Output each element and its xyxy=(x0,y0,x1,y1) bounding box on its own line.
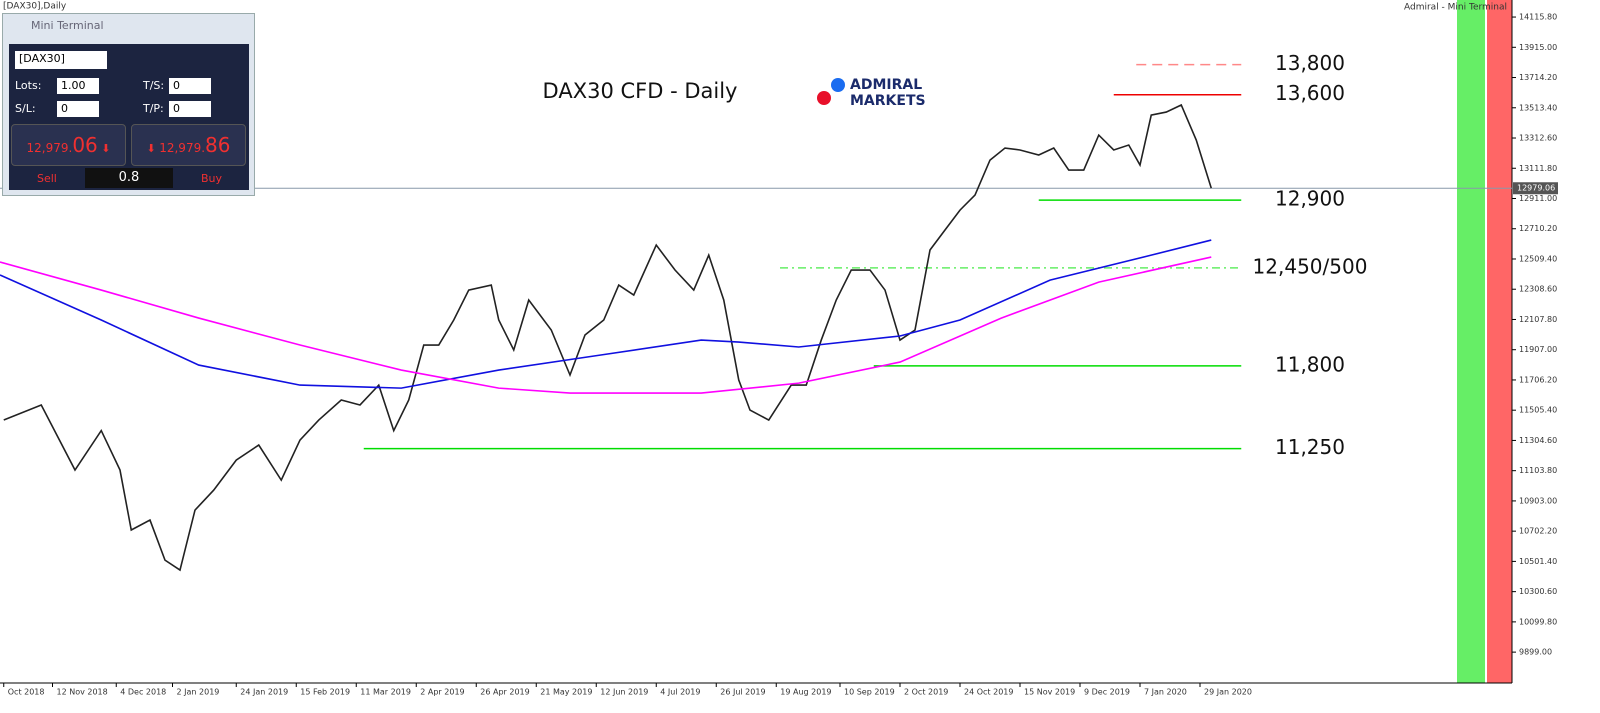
y-tick-label: 12911.00 xyxy=(1519,194,1557,203)
level-label: 12,450/500 xyxy=(1253,254,1368,278)
window-caption: [DAX30],Daily xyxy=(3,2,67,12)
y-tick-label: 13111.80 xyxy=(1519,164,1557,173)
x-tick-label: 9 Dec 2019 xyxy=(1084,688,1130,697)
signal-bar-green xyxy=(1457,0,1485,683)
chart-title: DAX30 CFD - Daily xyxy=(543,79,738,103)
x-tick-label: 26 Jul 2019 xyxy=(720,688,765,697)
sl-label: S/L: xyxy=(15,102,36,115)
ts-input[interactable]: 0 xyxy=(169,78,211,94)
y-tick-label: 10702.20 xyxy=(1519,527,1557,536)
x-tick-label: 10 Sep 2019 xyxy=(844,688,895,697)
sell-button[interactable]: 12,979.06 ⬇ xyxy=(11,124,126,166)
y-tick-label: 11103.80 xyxy=(1519,466,1557,475)
x-tick-label: Oct 2018 xyxy=(8,688,45,697)
lots-input[interactable]: 1.00 xyxy=(57,78,99,94)
y-tick-label: 10501.40 xyxy=(1519,557,1557,566)
x-tick-label: 15 Nov 2019 xyxy=(1024,688,1075,697)
level-label: 11,250 xyxy=(1275,435,1345,459)
series-line xyxy=(0,239,1212,389)
x-tick-label: 26 Apr 2019 xyxy=(480,688,529,697)
y-tick-label: 14115.80 xyxy=(1519,13,1557,22)
x-tick-label: 24 Jan 2019 xyxy=(240,688,288,697)
x-tick-label: 19 Aug 2019 xyxy=(780,688,831,697)
current-price-label: 12979.06 xyxy=(1517,184,1555,193)
series-line xyxy=(3,103,1213,572)
sell-pips: 06 xyxy=(72,133,98,157)
ts-label: T/S: xyxy=(143,79,165,92)
mini-terminal: Mini Terminal [DAX30] Lots: 1.00 T/S: 0 … xyxy=(2,13,255,196)
sell-label[interactable]: Sell xyxy=(37,172,57,185)
y-tick-label: 13312.60 xyxy=(1519,134,1557,143)
level-label: 13,800 xyxy=(1275,51,1345,75)
y-tick-label: 11505.40 xyxy=(1519,406,1557,415)
buy-button[interactable]: ⬇ 12,979.86 xyxy=(131,124,246,166)
y-tick-label: 11706.20 xyxy=(1519,375,1557,384)
y-tick-label: 11907.00 xyxy=(1519,345,1557,354)
sell-price: 12,979. xyxy=(26,141,73,155)
logo-text: MARKETS xyxy=(850,93,926,109)
x-tick-label: 24 Oct 2019 xyxy=(964,688,1013,697)
x-tick-label: 2 Jan 2019 xyxy=(177,688,220,697)
buy-price: 12,979. xyxy=(159,141,206,155)
spread: 0.8 xyxy=(85,168,173,188)
y-tick-label: 11304.60 xyxy=(1519,436,1557,445)
x-tick-label: 15 Feb 2019 xyxy=(300,688,350,697)
x-tick-label: 2 Apr 2019 xyxy=(420,688,464,697)
y-tick-label: 13915.00 xyxy=(1519,43,1557,52)
y-tick-label: 13513.40 xyxy=(1519,103,1557,112)
x-tick-label: 2 Oct 2019 xyxy=(904,688,948,697)
tp-label: T/P: xyxy=(143,102,164,115)
logo-text: ADMIRAL xyxy=(850,77,922,93)
x-tick-label: 21 May 2019 xyxy=(540,688,592,697)
series-line xyxy=(0,256,1212,394)
mini-terminal-body: [DAX30] Lots: 1.00 T/S: 0 S/L: 0 T/P: 0 … xyxy=(9,44,249,190)
mini-terminal-title: Mini Terminal xyxy=(31,19,104,32)
symbol-select[interactable]: [DAX30] xyxy=(15,51,107,69)
y-tick-label: 12509.40 xyxy=(1519,254,1557,263)
y-tick-label: 10903.00 xyxy=(1519,496,1557,505)
signal-bar-red xyxy=(1487,0,1512,683)
sl-input[interactable]: 0 xyxy=(57,101,99,117)
y-tick-label: 13714.20 xyxy=(1519,73,1557,82)
buy-pips: 86 xyxy=(205,133,231,157)
x-tick-label: 29 Jan 2020 xyxy=(1204,688,1252,697)
level-label: 11,800 xyxy=(1275,352,1345,376)
buy-label[interactable]: Buy xyxy=(201,172,223,185)
y-tick-label: 12308.60 xyxy=(1519,285,1557,294)
logo-dot xyxy=(817,91,831,105)
window-tab: Admiral - Mini Terminal xyxy=(1404,3,1507,13)
x-tick-label: 12 Jun 2019 xyxy=(600,688,648,697)
tp-input[interactable]: 0 xyxy=(169,101,211,117)
y-tick-label: 9899.00 xyxy=(1519,648,1552,657)
y-tick-label: 12107.80 xyxy=(1519,315,1557,324)
logo-dot xyxy=(831,78,845,92)
level-label: 12,900 xyxy=(1275,187,1345,211)
x-tick-label: 11 Mar 2019 xyxy=(360,688,411,697)
lots-label: Lots: xyxy=(15,79,42,92)
level-label: 13,600 xyxy=(1275,81,1345,105)
y-tick-label: 10099.80 xyxy=(1519,617,1557,626)
x-tick-label: 7 Jan 2020 xyxy=(1144,688,1187,697)
x-tick-label: 4 Jul 2019 xyxy=(660,688,700,697)
x-tick-label: 4 Dec 2018 xyxy=(120,688,166,697)
x-tick-label: 12 Nov 2018 xyxy=(57,688,108,697)
y-tick-label: 10300.60 xyxy=(1519,587,1557,596)
current-price-box xyxy=(1513,182,1558,195)
y-tick-label: 12710.20 xyxy=(1519,224,1557,233)
